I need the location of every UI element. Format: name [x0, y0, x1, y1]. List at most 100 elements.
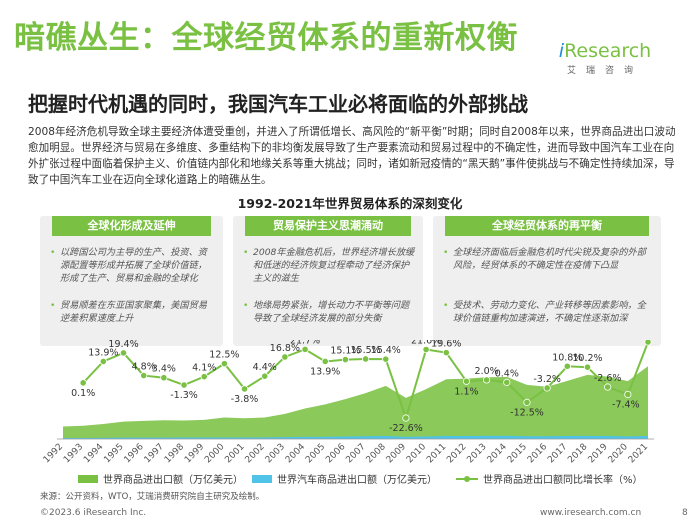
x-tick-label: 1996: [123, 442, 146, 465]
growth-data-label: -3.2%: [533, 374, 561, 385]
x-tick-label: 2018: [566, 442, 589, 465]
legend-item-growth-rate: 世界商品进出口额同比增长率（%）: [456, 471, 643, 486]
growth-data-label: 2.0%: [475, 366, 499, 377]
growth-point: [422, 345, 430, 354]
iresearch-logo: iResearch 艾瑞咨询: [550, 40, 660, 76]
legend-line-swatch: [456, 475, 478, 482]
panel-bullet: • 贸易顺差在东亚国家聚集，美国贸易逆差积累速度上升: [50, 300, 207, 324]
legend-swatch: [78, 474, 98, 483]
x-tick-label: 2007: [344, 442, 367, 465]
growth-point: [523, 398, 531, 406]
x-tick-label: 2003: [264, 442, 287, 465]
growth-data-label: 21.7%: [290, 340, 320, 346]
growth-data-label: 13.9%: [88, 347, 118, 358]
growth-data-label: -2.6%: [594, 373, 622, 384]
x-tick-label: 1994: [82, 442, 105, 465]
panel-bullet: • 受技术、劳动力变化、产业转移等因素影响，全球价值链重构加速演进，不确定性逐渐加…: [443, 300, 646, 324]
x-tick-label: 2012: [445, 442, 468, 465]
growth-data-label: -3.8%: [231, 394, 259, 405]
x-tick-label: 2017: [546, 442, 569, 465]
footer-copyright: ©2023.6 iResearch Inc.: [40, 508, 147, 518]
x-tick-label: 2004: [284, 442, 307, 465]
panel-header: 贸易保护主义思潮涌动: [245, 216, 411, 236]
growth-data-label: 4.8%: [132, 362, 156, 373]
source-note: 来源：公开资料，WTO，艾瑞消费研究院自主研究及绘制。: [40, 492, 265, 502]
growth-data-label: 19.6%: [431, 340, 461, 350]
growth-point: [543, 384, 551, 392]
x-tick-label: 2014: [486, 442, 509, 465]
growth-point: [402, 414, 410, 422]
growth-data-label: 3.4%: [152, 364, 176, 375]
page-subtitle: 把握时代机遇的同时，我国汽车工业必将面临的外部挑战: [28, 92, 528, 116]
panel-protectionism: 贸易保护主义思潮涌动 • 2008年金融危机后，世界经济增长放缓和低迷的经济恢复过…: [233, 216, 423, 346]
growth-point: [200, 373, 208, 381]
growth-point: [140, 371, 148, 380]
x-tick-label: 2008: [365, 442, 388, 465]
growth-data-label: 10.2%: [572, 353, 602, 364]
growth-point: [624, 390, 632, 399]
growth-point: [180, 381, 188, 389]
growth-point: [261, 372, 269, 380]
growth-data-label: 15.5%: [350, 345, 380, 356]
x-tick-label: 2021: [627, 442, 650, 465]
panel-bullet: • 全球经济面临后金融危机时代尖锐及复杂的外部风险，经贸体系的不确定性在疫情下凸显: [443, 247, 646, 271]
trade-chart: 0.1%13.9%19.4%4.8%3.4%-1.3%4.1%12.5%-3.8…: [42, 340, 654, 465]
footer-url: www.iresearch.com.cn: [540, 508, 642, 518]
x-tick-label: 2002: [244, 442, 267, 465]
growth-point: [341, 355, 350, 364]
page-title: 暗礁丛生：全球经贸体系的重新权衡: [14, 20, 518, 56]
x-tick-label: 2011: [425, 442, 448, 465]
area-auto-trade-value: [63, 435, 648, 439]
chart-title: 1992-2021年世界贸易体系的深刻变化: [237, 196, 463, 211]
x-tick-label: 2009: [385, 442, 408, 465]
panel-bullet: • 2008年金融危机后，世界经济增长放缓和低迷的经济恢复过程牵动了经济保护主义的…: [243, 247, 415, 284]
panel-header: 全球经贸体系的再平衡: [445, 216, 649, 236]
intro-paragraph: 2008年经济危机导致全球主要经济体遭受重创，并进入了所谓低增长、高风险的“新平…: [28, 126, 676, 186]
panel-rebalancing: 全球经贸体系的再平衡 • 全球经济面临后金融危机时代尖锐及复杂的外部风险，经贸体系…: [433, 216, 661, 346]
x-tick-label: 1997: [143, 442, 166, 465]
x-tick-label: 2005: [304, 442, 327, 465]
growth-point: [644, 340, 652, 346]
x-tick-label: 2013: [465, 442, 488, 465]
growth-data-label: 21.6%: [411, 340, 441, 347]
growth-data-label: -1.3%: [170, 390, 198, 401]
growth-point: [321, 357, 329, 366]
growth-data-label: 16.8%: [270, 343, 300, 354]
x-tick-label: 2016: [526, 442, 549, 465]
growth-data-label: 4.1%: [192, 363, 216, 374]
growth-point: [281, 353, 289, 361]
growth-data-label: 15.4%: [371, 345, 401, 356]
growth-point: [583, 363, 592, 371]
growth-point: [99, 357, 107, 366]
panel-bullet: • 以跨国公司为主导的生产、投资、资源配置等形成并拓展了全球价值链，形成了生产、贸…: [50, 247, 207, 284]
growth-data-label: -12.5%: [510, 407, 544, 418]
x-tick-label: 1995: [102, 442, 125, 465]
logo-wordmark: iResearch: [558, 40, 652, 62]
growth-data-label: 12.5%: [209, 350, 239, 361]
page-number: 8: [682, 508, 688, 518]
growth-data-label: 1.1%: [454, 386, 478, 397]
growth-point: [160, 374, 168, 382]
x-tick-label: 1992: [42, 442, 65, 465]
x-tick-label: 1993: [62, 442, 85, 465]
x-tick-label: 2001: [223, 442, 246, 465]
growth-data-label: 19.4%: [108, 340, 138, 350]
growth-point: [462, 377, 471, 385]
growth-point: [361, 355, 370, 363]
growth-data-label: 15.1%: [330, 346, 360, 357]
growth-data-label: 10.8%: [552, 352, 582, 363]
growth-point: [382, 355, 390, 363]
panel-bullet: • 地缘局势紧张，增长动力不平衡等问题导致了全球经济发展的部分失衡: [243, 300, 410, 324]
x-tick-label: 2020: [607, 442, 630, 465]
logo-subtext: 艾瑞咨询: [566, 66, 643, 76]
growth-point: [119, 349, 128, 357]
growth-data-label: -7.4%: [612, 399, 640, 410]
chart-legend: 世界商品进出口额（万亿美元） 世界汽车商品进出口额（万亿美元） 世界商品进出口额…: [0, 471, 700, 486]
growth-data-label: 0.4%: [495, 368, 519, 379]
x-tick-label: 2006: [324, 442, 347, 465]
x-tick-label: 2010: [405, 442, 428, 465]
legend-item-auto-trade-value: 世界汽车商品进出口额（万亿美元）: [252, 471, 437, 486]
growth-point: [563, 362, 571, 370]
x-tick-label: 2015: [506, 442, 529, 465]
panel-header: 全球化形成及延伸: [52, 216, 211, 236]
